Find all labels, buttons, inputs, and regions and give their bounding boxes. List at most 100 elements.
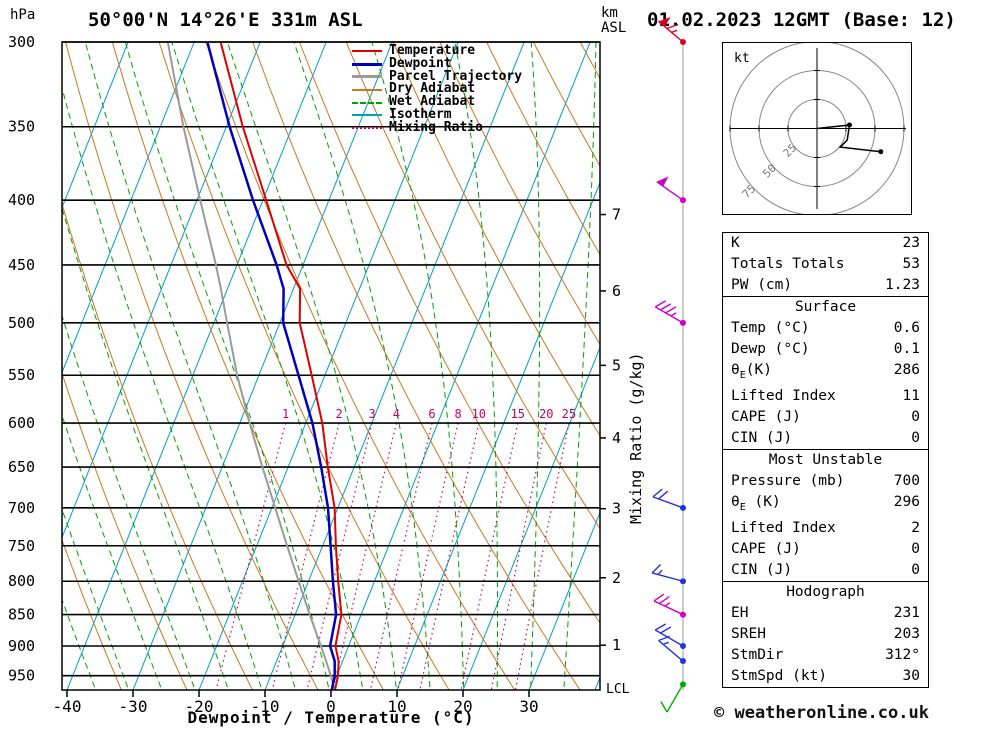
svg-text:650: 650 xyxy=(8,458,35,476)
svg-text:7: 7 xyxy=(612,206,621,224)
svg-text:0: 0 xyxy=(326,697,336,716)
table-row: CAPE (J) 0 xyxy=(723,539,928,560)
hodograph-panel: 25 50 75 kt xyxy=(722,42,912,215)
svg-text:20: 20 xyxy=(453,697,472,716)
mixing-ratio-value-labels: 1 2 3 4 6 8 10 15 20 25 xyxy=(282,407,576,421)
table-row: Lifted Index 11 xyxy=(723,386,928,407)
table-row: Dewp (°C) 0.1 xyxy=(723,339,928,360)
table-row: K 23 xyxy=(723,233,928,254)
row-label: CIN (J) xyxy=(731,561,793,578)
wind-barb xyxy=(654,623,686,649)
row-value: 2 xyxy=(911,519,920,536)
svg-text:4: 4 xyxy=(393,407,400,421)
svg-text:550: 550 xyxy=(8,366,35,384)
pressure-tick-labels: 300 350 400 450 500 550 600 650 700 750 800 850 900 9… xyxy=(8,33,35,685)
svg-text:450: 450 xyxy=(8,256,35,274)
wind-barb xyxy=(654,300,686,326)
legend-swatch xyxy=(352,101,382,104)
svg-text:5: 5 xyxy=(612,356,621,374)
hodograph-point xyxy=(878,149,884,155)
table-indices: K 23 Totals Totals 53 PW (cm) 1.23 xyxy=(722,232,929,297)
row-label: θE (K) xyxy=(731,493,781,513)
legend-item-dewpoint: Dewpoint xyxy=(352,55,522,71)
wind-barb xyxy=(658,635,686,665)
row-value: 23 xyxy=(902,235,920,251)
svg-text:6: 6 xyxy=(612,282,621,300)
table-row: StmSpd (kt) 30 xyxy=(723,666,928,687)
row-value: 11 xyxy=(902,387,920,404)
row-label: θE(K) xyxy=(731,362,772,381)
row-value: 312° xyxy=(885,646,920,663)
row-label: Lifted Index xyxy=(731,387,836,404)
km-asl-axis: 7 6 5 4 3 2 1 xyxy=(600,206,621,654)
legend-swatch xyxy=(352,50,382,53)
row-value: 700 xyxy=(893,472,920,489)
legend-item-wet-adiabat: Wet Adiabat xyxy=(352,94,522,110)
row-label: StmSpd (kt) xyxy=(731,667,828,684)
svg-text:-30: -30 xyxy=(119,697,148,716)
wind-barb xyxy=(651,563,686,585)
km-label: km xyxy=(601,5,618,21)
svg-text:-10: -10 xyxy=(251,697,280,716)
svg-text:900: 900 xyxy=(8,637,35,655)
table-row: EH 231 xyxy=(723,603,928,624)
table-row: Temp (°C) 0.6 xyxy=(723,318,928,339)
table-row: θE (K) 296 xyxy=(723,492,928,518)
svg-text:1: 1 xyxy=(282,407,289,421)
svg-text:1: 1 xyxy=(612,636,621,654)
row-value: 1.23 xyxy=(885,277,920,293)
svg-text:15: 15 xyxy=(511,407,525,421)
svg-text:-40: -40 xyxy=(53,697,82,716)
row-label: CAPE (J) xyxy=(731,540,801,557)
svg-text:850: 850 xyxy=(8,606,35,624)
table-row: Lifted Index 2 xyxy=(723,518,928,539)
legend: Temperature Dewpoint Parcel Trajectory Dry … xyxy=(352,44,522,135)
svg-text:10: 10 xyxy=(472,407,486,421)
hodograph-point xyxy=(846,122,852,128)
pressure-axis-unit-label: hPa xyxy=(10,7,36,23)
svg-text:-20: -20 xyxy=(185,697,214,716)
legend-swatch xyxy=(352,88,382,91)
table-row: Pressure (mb) 700 xyxy=(723,471,928,492)
wind-barb-column xyxy=(651,16,686,713)
svg-text:4: 4 xyxy=(612,429,621,447)
row-value: 30 xyxy=(902,667,920,684)
row-label: Lifted Index xyxy=(731,519,836,536)
row-value: 0 xyxy=(911,408,920,425)
wind-barb xyxy=(656,176,686,204)
row-label: Temp (°C) xyxy=(731,320,810,336)
table-surface: Surface Temp (°C) 0.6 Dewp (°C) 0.1 θE(K) 286 L… xyxy=(722,296,929,450)
row-label: PW (cm) xyxy=(731,277,793,293)
svg-text:10: 10 xyxy=(387,697,406,716)
legend-label: Dry Adiabat xyxy=(389,81,476,97)
wind-barb xyxy=(652,488,686,511)
svg-text:700: 700 xyxy=(8,499,35,517)
table-row: CIN (J) 0 xyxy=(723,428,928,449)
table-row: StmDir 312° xyxy=(723,645,928,666)
svg-text:2: 2 xyxy=(612,569,621,587)
svg-text:3: 3 xyxy=(368,407,375,421)
row-value: 0.6 xyxy=(893,320,920,336)
svg-text:600: 600 xyxy=(8,414,35,432)
asl-label: ASL xyxy=(601,20,627,36)
table-row: SREH 203 xyxy=(723,624,928,645)
hodograph-unit-label: kt xyxy=(734,51,750,66)
parcel-trajectory-curve xyxy=(166,42,336,690)
svg-text:400: 400 xyxy=(8,191,35,209)
x-axis-label: Dewpoint / Temperature (°C) xyxy=(187,708,475,727)
row-label: StmDir xyxy=(731,646,784,663)
legend-swatch xyxy=(352,75,382,79)
svg-text:20: 20 xyxy=(539,407,553,421)
legend-label: Mixing Ratio xyxy=(389,119,483,135)
row-value: 231 xyxy=(893,604,920,621)
row-label: SREH xyxy=(731,625,766,642)
legend-label: Wet Adiabat xyxy=(389,94,476,110)
legend-label: Dewpoint xyxy=(389,55,452,71)
row-value: 296 xyxy=(893,493,920,510)
lcl-label: LCL xyxy=(606,682,630,697)
credit-label: © weatheronline.co.uk xyxy=(714,703,929,723)
table-hodograph: Hodograph EH 231 SREH 203 StmDir 312° StmSpd (k… xyxy=(722,580,929,688)
svg-text:300: 300 xyxy=(8,33,35,51)
